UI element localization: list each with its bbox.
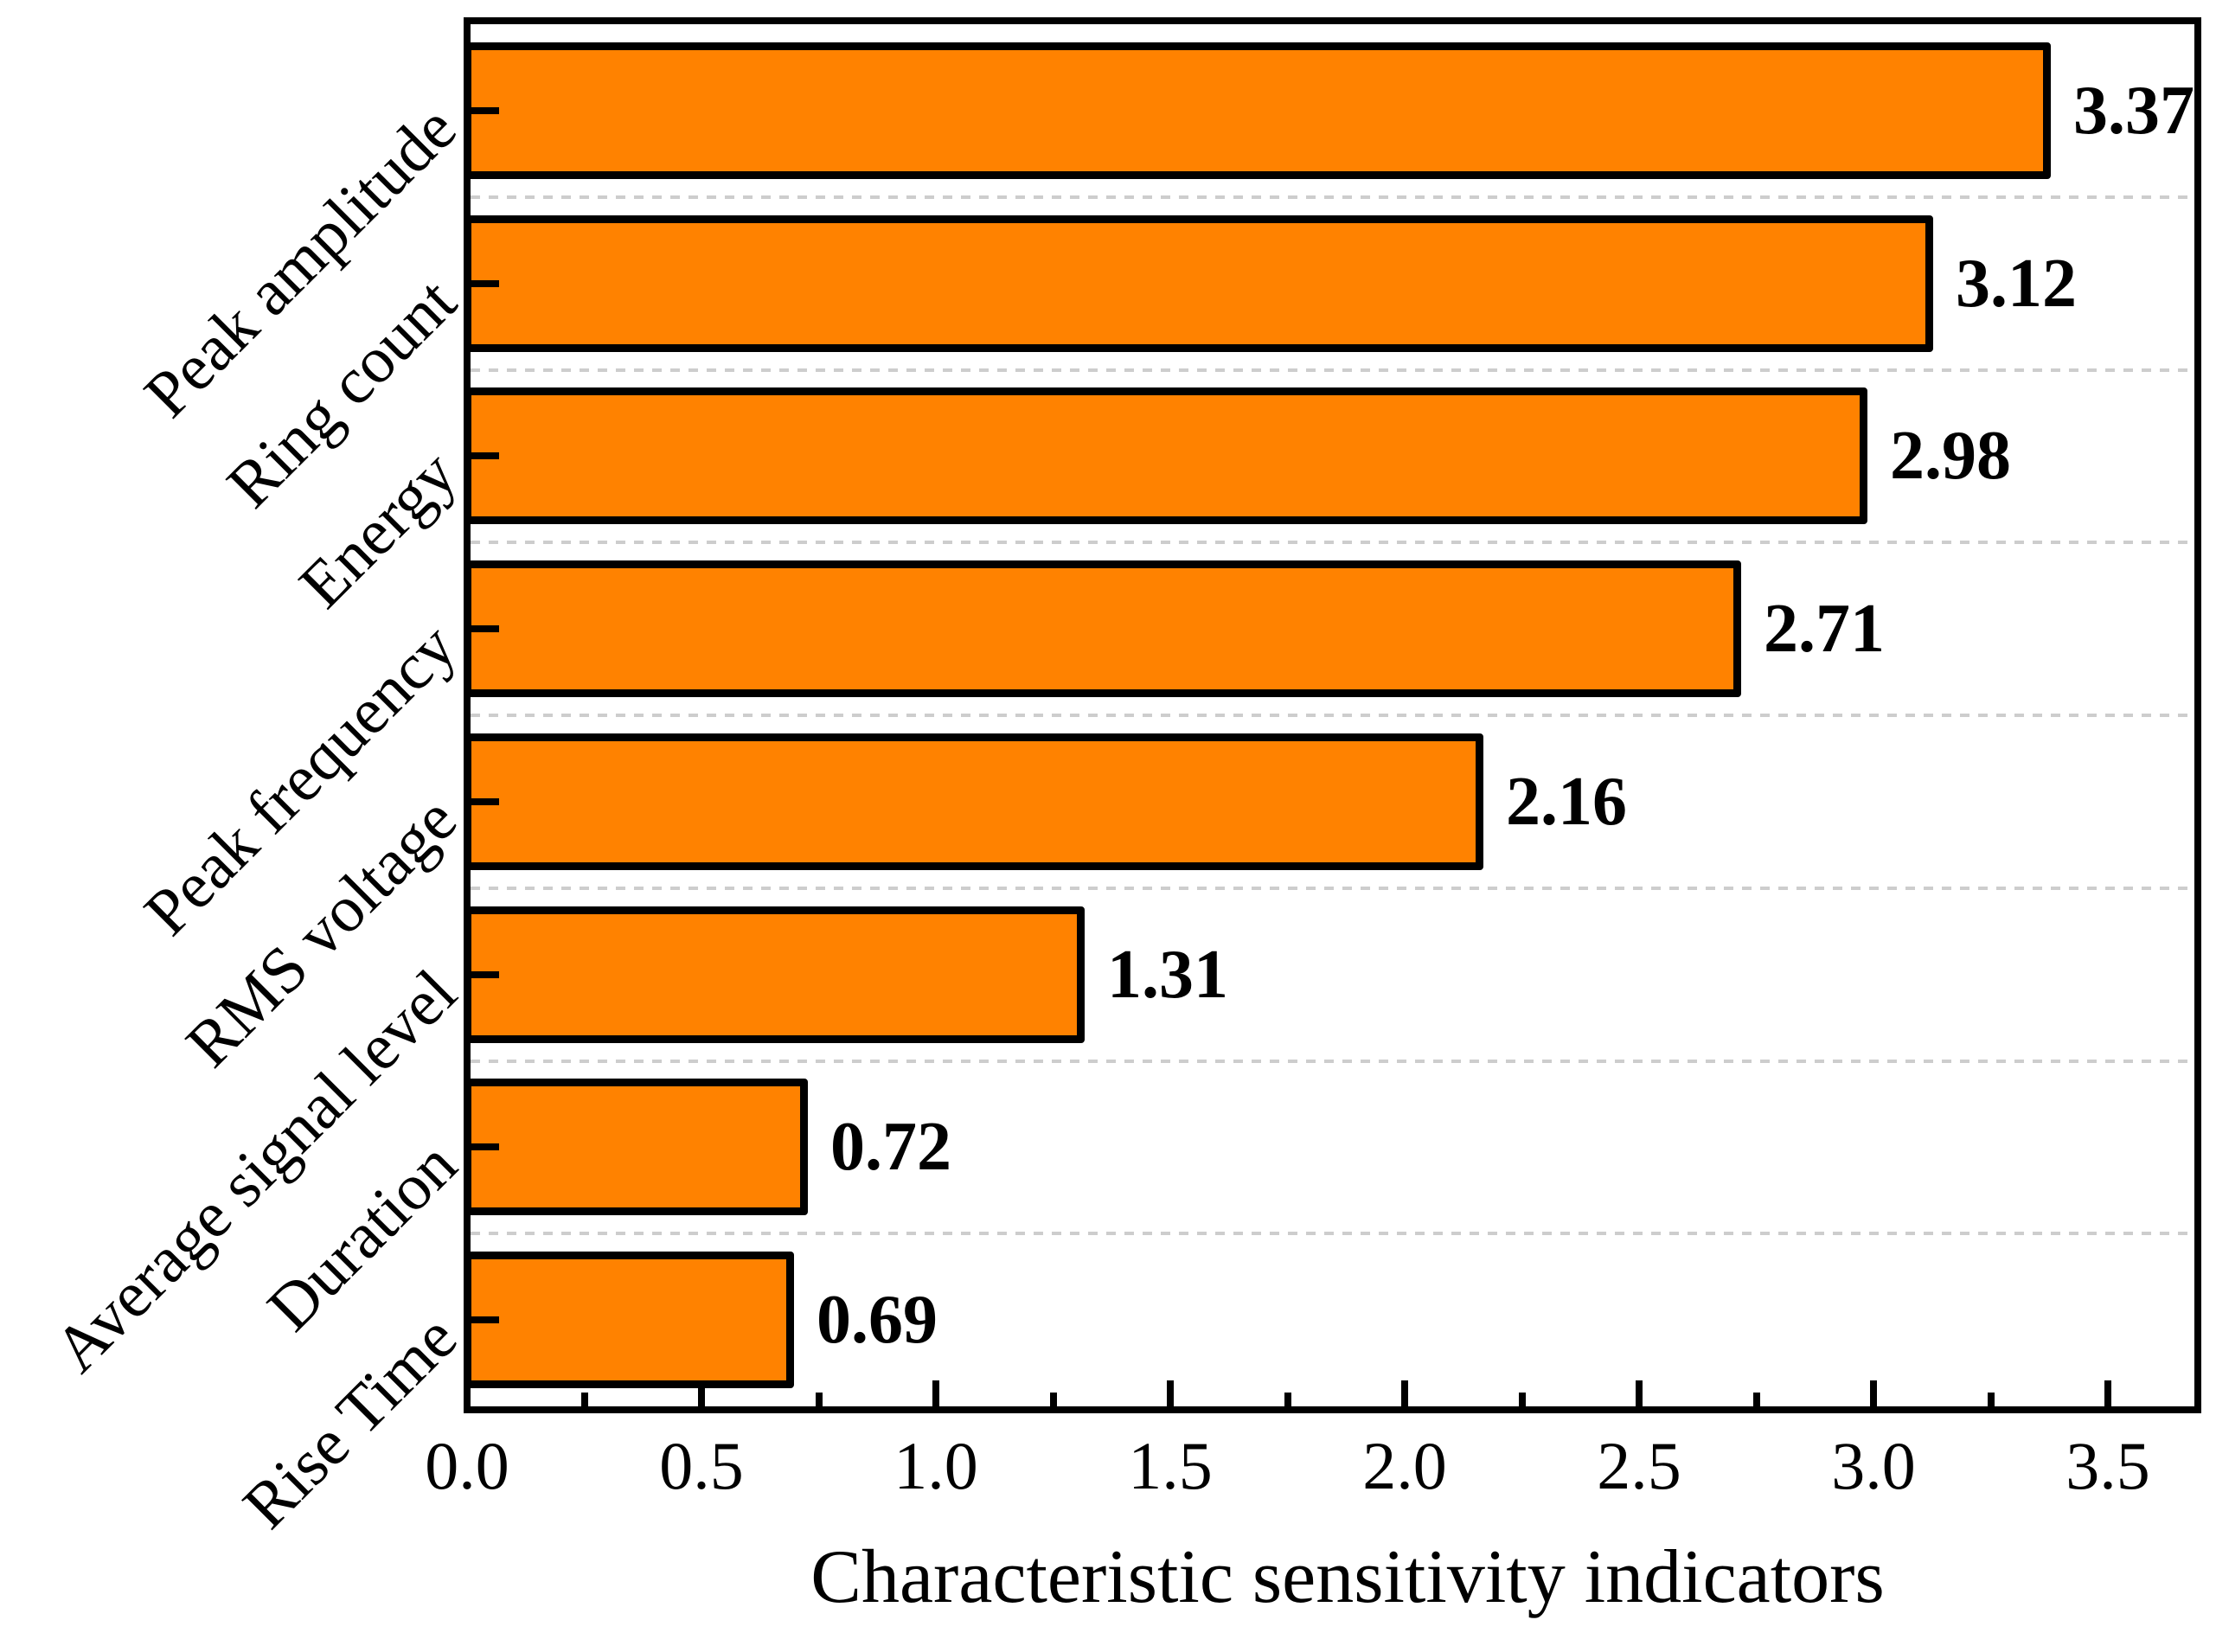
- x-tick-label: 3.5: [2065, 1428, 2150, 1503]
- x-axis-major-tick: [932, 1380, 939, 1406]
- bar-peak-frequency: [464, 560, 1741, 698]
- bar-value-label: 3.37: [2073, 73, 2194, 149]
- x-axis-major-tick: [698, 1380, 705, 1406]
- bar-energy: [464, 387, 1867, 525]
- bar-value-label: 2.71: [1764, 591, 1885, 667]
- x-axis-minor-tick: [816, 1393, 823, 1406]
- x-axis-major-tick: [2104, 1380, 2111, 1406]
- bar-ring-count: [464, 215, 1933, 352]
- y-axis-tick: [471, 625, 499, 633]
- bar-rise-time: [464, 1252, 794, 1389]
- y-axis-tick: [471, 797, 499, 805]
- bar-duration: [464, 1079, 808, 1216]
- x-axis-major-tick: [1636, 1380, 1643, 1406]
- gridline: [471, 541, 2194, 545]
- x-tick-label: 3.0: [1831, 1428, 1916, 1503]
- y-axis-tick: [471, 452, 499, 460]
- bar-value-label: 3.12: [1956, 246, 2077, 322]
- y-axis-tick: [471, 279, 499, 287]
- bar-value-label: 0.69: [817, 1282, 938, 1358]
- x-tick-label: 0.5: [659, 1428, 744, 1503]
- x-tick-label: 0.0: [425, 1428, 509, 1503]
- plot-area: [464, 17, 2201, 1413]
- x-tick-label: 1.0: [893, 1428, 978, 1503]
- y-axis-tick: [471, 970, 499, 978]
- bar-value-label: 2.16: [1506, 764, 1627, 840]
- gridline: [471, 886, 2194, 890]
- x-axis-minor-tick: [1284, 1393, 1291, 1406]
- bar-average-signal-level: [464, 906, 1085, 1043]
- y-axis-tick: [471, 106, 499, 114]
- bar-value-label: 0.72: [830, 1109, 951, 1185]
- gridline: [471, 1232, 2194, 1236]
- x-tick-label: 1.5: [1128, 1428, 1213, 1503]
- x-axis-major-tick: [1167, 1380, 1174, 1406]
- bar-peak-amplitude: [464, 42, 2051, 179]
- bar-value-label: 2.98: [1890, 418, 2011, 494]
- bar-value-label: 1.31: [1107, 937, 1228, 1013]
- x-tick-label: 2.0: [1362, 1428, 1447, 1503]
- x-axis-minor-tick: [581, 1393, 588, 1406]
- gridline: [471, 368, 2194, 372]
- x-axis-minor-tick: [1519, 1393, 1526, 1406]
- x-axis-minor-tick: [1988, 1393, 1995, 1406]
- gridline: [471, 1059, 2194, 1063]
- y-axis-tick: [471, 1143, 499, 1151]
- gridline: [471, 195, 2194, 199]
- x-axis-minor-tick: [1753, 1393, 1760, 1406]
- category-label: Rise Time: [228, 1301, 471, 1543]
- bar-rms-voltage: [464, 733, 1483, 870]
- x-axis-title: Characteristic sensitivity indicators: [810, 1535, 1885, 1619]
- x-axis-major-tick: [1870, 1380, 1877, 1406]
- x-axis-minor-tick: [1050, 1393, 1057, 1406]
- x-tick-label: 2.5: [1597, 1428, 1681, 1503]
- gridline: [471, 714, 2194, 717]
- y-axis-tick: [471, 1316, 499, 1324]
- x-axis-major-tick: [1401, 1380, 1408, 1406]
